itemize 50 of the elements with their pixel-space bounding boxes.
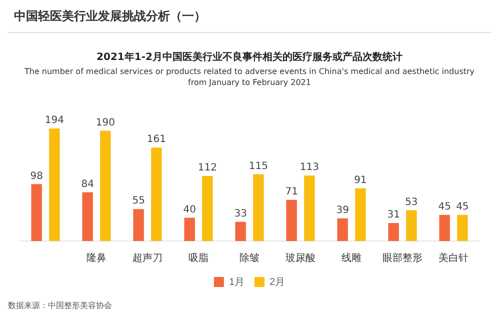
data-label: 39 xyxy=(336,204,349,216)
data-label: 55 xyxy=(132,196,145,207)
x-tick-label: 超声刀 xyxy=(132,252,162,264)
data-label: 84 xyxy=(81,178,94,190)
bar xyxy=(235,222,246,241)
chart-subtitle: The number of medical services or products related to adverse events in China's medical and aesthetic industry from January to February 2021 xyxy=(23,66,476,88)
data-label: 190 xyxy=(96,117,115,128)
data-label: 45 xyxy=(438,201,451,212)
data-label: 40 xyxy=(183,204,196,216)
bar xyxy=(253,174,264,241)
data-label: 161 xyxy=(146,134,166,146)
bar xyxy=(100,130,111,241)
x-tick-label: 除皱 xyxy=(240,252,260,264)
data-label: 45 xyxy=(456,201,469,212)
text: 中国轻医美行业发展挑战分析（一） xyxy=(14,8,206,25)
bar xyxy=(286,200,297,241)
data-label: 115 xyxy=(248,160,268,172)
bar xyxy=(133,209,144,241)
data-label: 112 xyxy=(198,162,217,174)
data-label: 91 xyxy=(354,174,367,186)
bar xyxy=(184,218,195,241)
bar xyxy=(355,188,366,241)
bar xyxy=(439,214,450,241)
legend-label: 1月 xyxy=(228,276,244,288)
data-label: 33 xyxy=(234,208,247,220)
data-label: 98 xyxy=(30,170,43,182)
bar xyxy=(49,128,60,241)
data-label: 31 xyxy=(387,210,400,221)
data-label: 71 xyxy=(285,186,298,198)
x-tick-label: 线雕 xyxy=(342,252,362,264)
legend-label: 2月 xyxy=(270,276,286,288)
bar xyxy=(82,192,93,241)
data-label: 194 xyxy=(44,115,64,126)
x-tick-label: 眼部整形 xyxy=(382,252,422,264)
bar xyxy=(337,218,348,241)
x-tick-label: 美白针 xyxy=(438,252,468,264)
bar xyxy=(457,214,468,241)
source-note: 数据来源：中国整形美容协会 xyxy=(8,300,112,311)
bar xyxy=(406,210,417,241)
chart-title: 2021年1-2月中国医美行业不良事件相关的医疗服务或产品次数统计 xyxy=(96,50,404,64)
data-label: 113 xyxy=(300,162,319,174)
x-tick-label: 隆鼻 xyxy=(86,252,106,264)
x-tick-label: 吸脂 xyxy=(188,252,208,264)
bar xyxy=(151,148,162,241)
bar xyxy=(31,184,42,241)
bar xyxy=(304,175,315,241)
x-tick-label: 玻尿酸 xyxy=(286,252,316,264)
data-label: 53 xyxy=(405,196,418,208)
bar xyxy=(388,223,399,241)
bar xyxy=(202,176,213,241)
